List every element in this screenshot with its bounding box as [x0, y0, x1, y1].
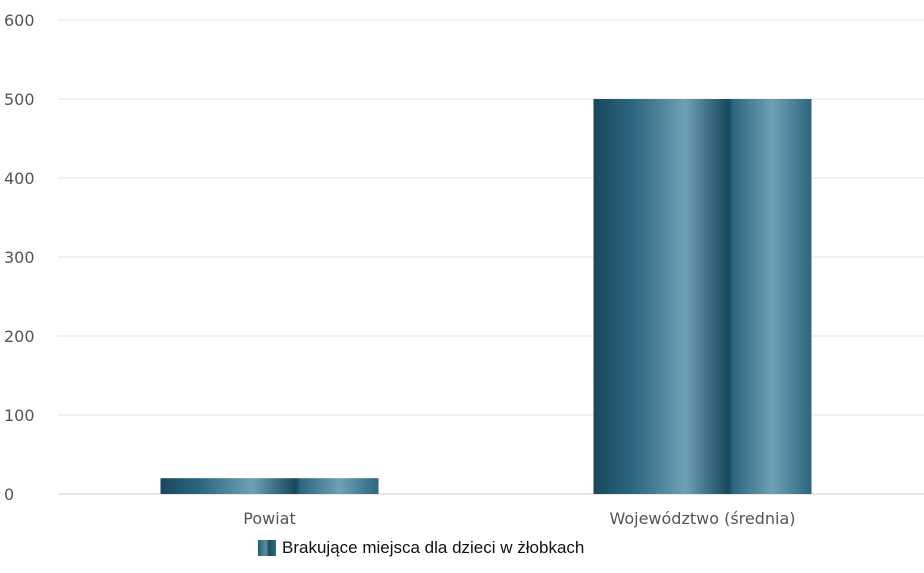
y-axis-tick-labels: 0 100 200 300 400 500 600 — [4, 11, 35, 504]
y-tick-label: 100 — [4, 406, 35, 425]
bars — [160, 99, 812, 494]
legend-label: Brakujące miejsca dla dzieci w żłobkach — [282, 538, 585, 557]
y-tick-label: 0 — [4, 485, 14, 504]
y-tick-label: 400 — [4, 169, 35, 188]
y-tick-label: 200 — [4, 327, 35, 346]
x-axis-category-labels: Powiat Województwo (średnia) — [243, 509, 795, 528]
x-category-label: Powiat — [243, 509, 295, 528]
legend: Brakujące miejsca dla dzieci w żłobkach — [258, 538, 584, 558]
legend-swatch — [258, 540, 276, 556]
y-tick-label: 500 — [4, 90, 35, 109]
bar — [160, 478, 379, 494]
x-category-label: Województwo (średnia) — [609, 509, 795, 528]
bar — [593, 99, 812, 494]
gridlines — [58, 19, 924, 495]
y-tick-label: 600 — [4, 11, 35, 30]
y-tick-label: 300 — [4, 248, 35, 267]
